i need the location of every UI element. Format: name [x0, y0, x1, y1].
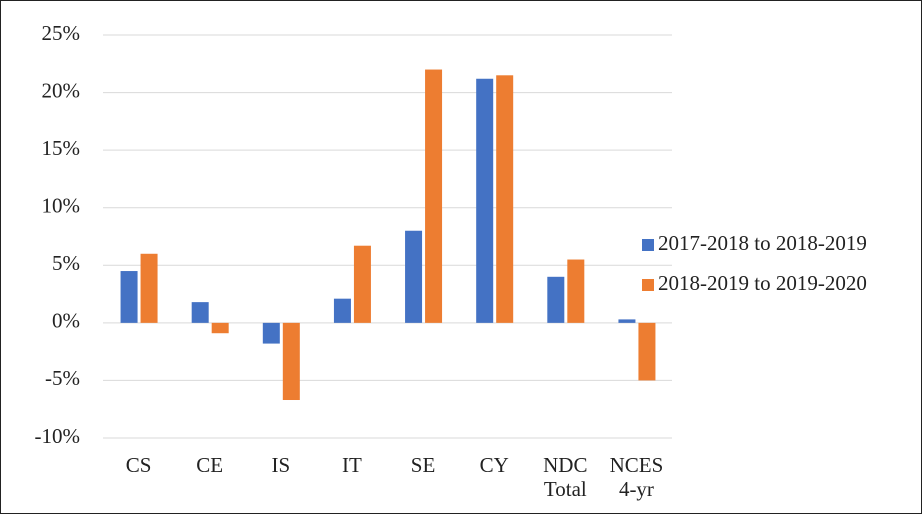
- legend-swatch: [642, 239, 654, 251]
- bar: [353, 245, 371, 323]
- y-tick-label: -10%: [35, 424, 81, 448]
- bar: [191, 302, 209, 323]
- bar: [476, 78, 494, 323]
- y-tick-label: 25%: [42, 21, 81, 45]
- x-tick-label: CY: [479, 453, 509, 477]
- y-tick-label: 0%: [52, 309, 80, 333]
- legend-label: 2017-2018 to 2018-2019: [658, 231, 867, 255]
- y-tick-label: 15%: [42, 136, 81, 160]
- bar: [547, 276, 565, 323]
- bar: [567, 259, 585, 323]
- x-tick-label: IS: [271, 453, 291, 477]
- legend-label: 2018-2019 to 2019-2020: [658, 271, 867, 295]
- y-tick-label: -5%: [45, 366, 80, 390]
- bar: [282, 322, 300, 401]
- y-tick-label: 10%: [42, 194, 81, 218]
- x-tick-label: NCES 4-yr: [609, 453, 664, 501]
- x-tick-label: NDC Total: [543, 453, 588, 501]
- x-tick-label: CE: [196, 453, 224, 477]
- bar: [638, 322, 656, 381]
- bar: [211, 322, 229, 334]
- x-tick-label: CS: [125, 453, 152, 477]
- bar: [262, 322, 280, 344]
- bar: [425, 69, 443, 323]
- bar: [333, 298, 351, 323]
- y-tick-label: 20%: [42, 78, 81, 102]
- bar: [120, 271, 138, 323]
- bar: [496, 75, 514, 323]
- bar: [618, 319, 636, 323]
- bar: [405, 230, 423, 323]
- y-tick-label: 5%: [52, 251, 80, 275]
- x-tick-label: SE: [410, 453, 436, 477]
- x-tick-label: IT: [342, 453, 362, 477]
- bar: [140, 253, 158, 323]
- legend-swatch: [642, 279, 654, 291]
